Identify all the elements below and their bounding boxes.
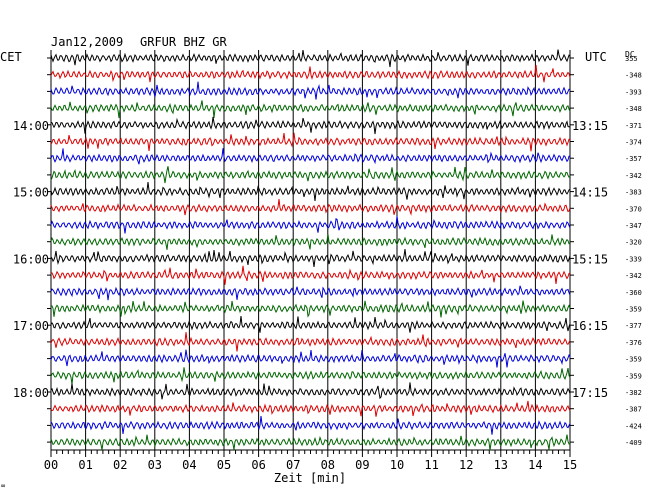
station-label: GRFUR BHZ GR [140,35,227,49]
seismic-trace [50,400,571,417]
x-tick-label: 10 [390,458,404,472]
axis-labels: 00 01 02 03 04 05 06 07 08 09 10 11 12 13 14 15 355 -348 -… [13,55,642,472]
x-tick-label: 13 [494,458,508,472]
seismic-trace [50,234,571,250]
seismic-trace [50,300,571,318]
seismic-trace [50,166,571,184]
seismic-trace [50,382,571,400]
seismic-trace [50,265,571,285]
x-tick-label: 14 [528,458,542,472]
dc-offset-label: -382 [625,389,642,397]
traces [50,49,571,451]
seismic-trace [50,367,571,385]
utc-time-label: 16:15 [572,319,608,333]
dc-offset-label: -370 [625,205,642,213]
x-tick-label: 07 [286,458,300,472]
x-tick-label: 09 [355,458,369,472]
dc-offset-label: -348 [625,105,642,113]
dc-offset-label: 355 [625,55,638,63]
seismic-trace [50,332,571,352]
dc-offset-label: -360 [625,289,642,297]
dc-offset-label: -424 [625,422,642,430]
cet-time-label: 18:00 [13,386,49,400]
dc-offset-label: -374 [625,139,642,147]
seismic-trace [50,182,571,202]
x-tick-label: 03 [148,458,162,472]
dc-offset-label: -359 [625,306,642,314]
seismic-trace [50,285,571,301]
cet-time-label: 15:00 [13,186,49,200]
dc-offset-label: -320 [625,239,642,247]
x-tick-label: 01 [78,458,92,472]
seismic-trace [50,349,571,368]
x-tick-label: 05 [217,458,231,472]
dc-offset-label: -342 [625,272,642,280]
dc-offset-label: -376 [625,339,642,347]
dc-offset-label: -359 [625,372,642,380]
dc-offset-label: -347 [625,222,642,230]
seismic-trace [50,315,571,333]
x-axis-label: Zeit [min] [274,471,346,485]
dc-offset-label: -342 [625,172,642,180]
dc-header-label: DC [625,50,635,59]
seismic-trace [50,132,570,152]
x-tick-label: 06 [251,458,265,472]
x-tick-label: 08 [321,458,335,472]
seismic-trace [50,116,571,135]
utc-time-label: 17:15 [572,386,608,400]
date-label: Jan12,2009 [51,35,123,49]
utc-time-label: 14:15 [572,186,608,200]
dc-offset-label: -357 [625,155,642,163]
dc-offset-label: -387 [625,406,642,414]
seismic-trace [50,434,571,451]
seismic-trace [50,416,571,435]
dc-offset-label: -348 [625,72,642,80]
dc-offset-label: -371 [625,122,642,130]
cet-zone-label: CET [0,50,22,64]
seismic-trace [50,216,571,234]
seismic-trace [50,81,571,100]
seismic-trace [50,100,571,119]
seismic-trace [50,249,571,267]
utc-zone-label: UTC [585,50,607,64]
x-tick-label: 02 [113,458,127,472]
dc-offset-label: -409 [625,439,642,447]
utc-time-label: 13:15 [572,119,608,133]
cet-time-label: 14:00 [13,119,49,133]
dc-offset-label: -393 [625,88,642,96]
cet-time-label: 16:00 [13,252,49,266]
dc-offset-label: -377 [625,322,642,330]
seismic-trace [50,64,571,83]
seismic-trace [50,49,571,68]
utc-time-label: 15:15 [572,252,608,266]
x-tick-label: 15 [563,458,577,472]
x-tick-label: 12 [459,458,473,472]
dc-offset-label: -339 [625,255,642,263]
dc-offset-label: -383 [625,189,642,197]
seismic-trace [50,148,571,165]
corner-mark: ∞ [1,482,5,490]
dc-offset-label: -359 [625,356,642,364]
seismic-trace [50,198,571,216]
x-tick-label: 00 [44,458,58,472]
cet-time-label: 17:00 [13,319,49,333]
x-tick-label: 11 [424,458,438,472]
x-tick-label: 04 [182,458,196,472]
grid [47,50,574,457]
